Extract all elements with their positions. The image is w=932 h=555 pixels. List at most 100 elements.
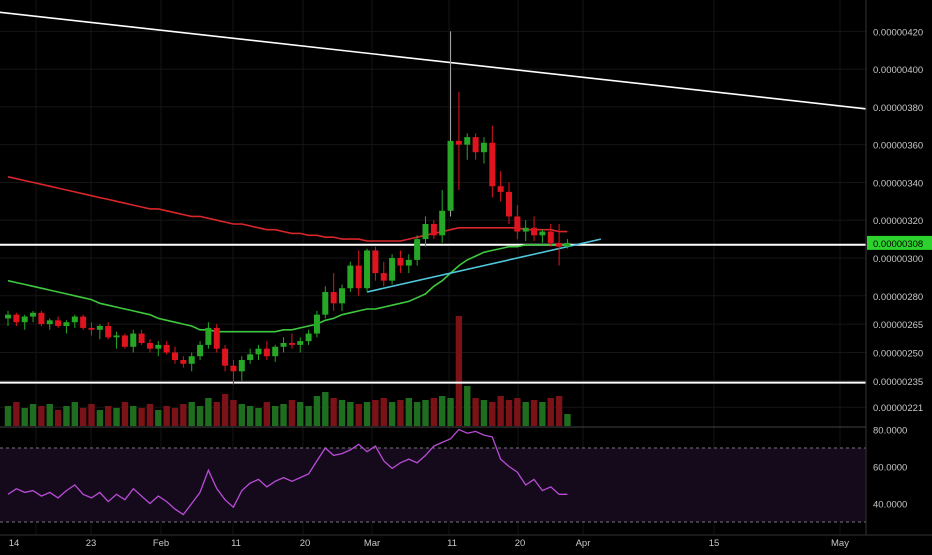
time-tick-label: Mar [364,538,380,549]
price-tick-label: 0.00000360 [873,141,923,152]
candle-body [21,316,28,323]
volume-bar [397,400,404,426]
price-tick-label: 0.00000265 [873,320,923,331]
rsi-tick-label: 40.0000 [873,500,907,511]
candle-body [497,186,504,192]
candle-body [272,346,279,357]
volume-bar [422,400,429,426]
candle-body [556,242,563,247]
price-tick-label: 0.00000221 [873,403,923,414]
candle-body [447,140,454,211]
candle-body [514,216,521,232]
grid [0,0,866,535]
candles[interactable] [5,31,571,385]
volume-bar [530,400,538,426]
price-tick-label: 0.00000380 [873,103,923,114]
candle-body [522,227,529,232]
volume-bar [480,400,488,426]
candle-body [297,341,304,345]
trendline-support [366,238,602,293]
candle-body [247,354,254,361]
candle-body [172,352,178,361]
candle-body [13,314,20,323]
candle-body [96,326,103,330]
candle-body [138,333,145,344]
time-tick-label: 14 [9,538,20,549]
candle-body [88,327,95,330]
volume-bar [4,406,12,426]
volume-bar [196,406,204,426]
trendline-resistance [0,11,932,118]
candle-body [480,142,487,153]
volume-bar [188,402,195,426]
time-tick-label: 23 [86,538,97,549]
candle-body [564,242,571,247]
volume-bar [439,396,446,426]
volume-bar [355,404,362,426]
volume-bar [430,398,438,426]
volume-bar [146,404,154,426]
volume-bar [263,402,271,426]
candle-body [531,227,538,236]
price-tick-label: 0.00000250 [873,348,923,359]
candle-body [288,343,295,345]
current-price-tag [867,235,932,250]
candle-body [430,223,437,236]
time-tick-label: 20 [300,538,311,549]
price-tick-label: 0.00000420 [873,27,923,38]
rsi-line [7,428,568,516]
volume-bar [347,402,354,426]
candle-body [255,348,262,355]
candle-body [305,333,312,342]
volume-bar [447,398,454,426]
rsi-tick-label: 60.0000 [873,463,907,474]
volume-bar [405,398,412,426]
volume-bar [38,406,45,426]
candle-body [38,312,45,325]
candle-body [472,137,479,153]
candle-body [146,343,153,349]
volume-bar [280,404,287,426]
candle-body [5,314,11,319]
volume-bar [472,398,479,426]
volume-bar [113,408,120,426]
candle-body [55,320,62,327]
candle-body [414,239,421,260]
volume-bar [121,402,129,426]
candle-body [238,360,245,372]
volume-bar [547,398,554,426]
volume-bar [489,402,496,426]
volume-bar [297,402,304,426]
candle-body [30,312,37,317]
candle-body [155,344,162,349]
volume-bar [213,402,220,426]
volume-bar [230,400,237,426]
volume-bar [54,410,62,426]
candle-body [313,314,320,334]
candle-body [439,210,446,236]
volume-bar [305,406,312,426]
candle-body [105,326,112,338]
volume-bar [155,410,162,426]
time-axis-bg [0,535,932,550]
candle-body [322,292,329,315]
volume-bar [221,394,229,426]
candle-body [330,292,337,304]
candle-body [464,137,471,145]
candle-body [539,231,546,236]
volume-bar [246,406,254,426]
candle-body [46,320,53,325]
time-tick-label: 11 [231,538,241,549]
rsi-band-fill [0,448,866,522]
volume-bar [105,406,112,426]
volume-bar [338,400,346,426]
candle-body [422,223,429,240]
volume-bar [29,404,37,426]
volume-bar [363,402,371,426]
time-tick-label: 11 [447,538,457,549]
volume-bar [455,316,463,426]
candle-body [547,231,554,243]
